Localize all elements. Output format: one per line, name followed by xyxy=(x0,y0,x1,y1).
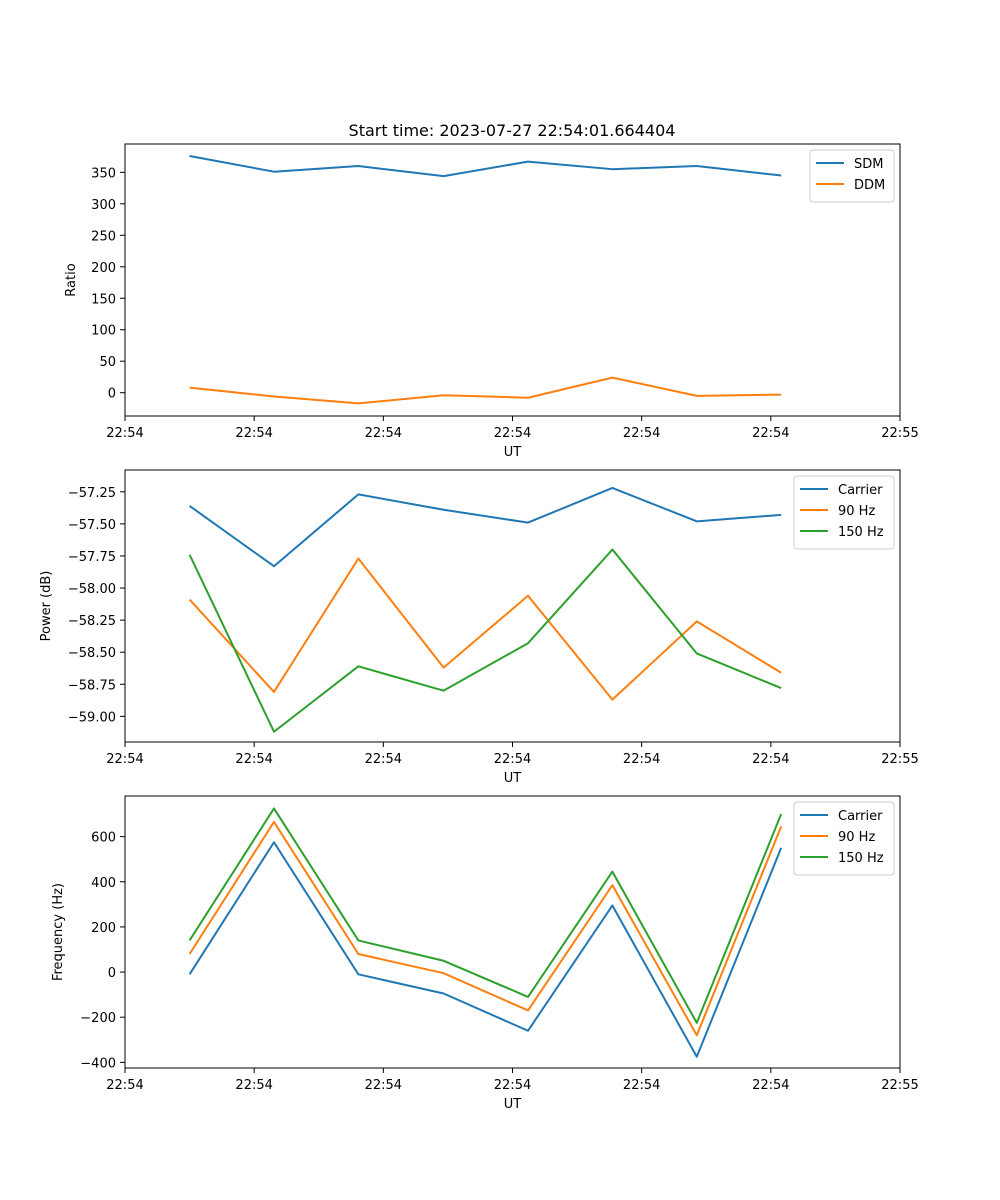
chart-3-y-tick-label: 0 xyxy=(108,966,116,981)
chart-3-x-tick-label: 22:54 xyxy=(752,1078,789,1093)
chart-3-legend-label: 90 Hz xyxy=(838,830,875,845)
chart-2-x-axis-label: UT xyxy=(504,771,522,786)
chart-3-axes-frame xyxy=(124,795,901,1069)
chart-1-y-tick-label: 150 xyxy=(91,292,116,307)
chart-3-y-axis-label: Frequency (Hz) xyxy=(51,883,66,981)
chart-1-legend: SDM DDM xyxy=(809,149,895,203)
chart-1-x-tick-label: 22:54 xyxy=(752,426,789,441)
chart-1: 22:54 22:54 22:54 22:54 22:54 22:54 22:55 0 50 10… xyxy=(64,143,919,460)
chart-1-legend-label: DDM xyxy=(854,178,885,193)
chart-3-x-tick-label: 22:54 xyxy=(235,1078,272,1093)
chart-1-series-sdm xyxy=(189,154,782,178)
chart-2-y-axis-label: Power (dB) xyxy=(39,571,54,642)
chart-2-series-carrier xyxy=(188,486,782,568)
chart-2-x-tick-label: 22:54 xyxy=(365,752,402,767)
chart-1-y-tick-label: 350 xyxy=(91,166,116,181)
chart-1-y-tick-label: 200 xyxy=(91,261,116,276)
chart-2-x-tick-label: 22:54 xyxy=(106,752,143,767)
chart-2-axes-frame xyxy=(124,469,901,743)
chart-2-y-tick-label: −59.00 xyxy=(68,710,116,725)
chart-3-legend: Carrier 90 Hz 150 Hz xyxy=(793,801,895,876)
chart-1-axes-frame xyxy=(124,143,901,417)
chart-3-x-tick-label: 22:54 xyxy=(494,1078,531,1093)
chart-1-y-axis-label: Ratio xyxy=(64,263,79,296)
chart-3-y-tick-label: 200 xyxy=(91,921,116,936)
chart-3-y-tick-label: 600 xyxy=(91,831,116,846)
chart-3-x-tick-label: 22:54 xyxy=(623,1078,660,1093)
chart-3-y-tick-label: −200 xyxy=(80,1011,116,1026)
chart-3-x-tick-label: 22:54 xyxy=(106,1078,143,1093)
chart-3-y-tick-label: −400 xyxy=(80,1056,116,1071)
chart-3: 22:54 22:54 22:54 22:54 22:54 22:54 22:55 −400 −… xyxy=(51,795,919,1112)
chart-2-x-tick-label: 22:54 xyxy=(623,752,660,767)
chart-2-series-90-hz xyxy=(188,557,782,701)
chart-3-x-tick-label: 22:54 xyxy=(365,1078,402,1093)
chart-1-y-tick-label: 50 xyxy=(99,355,116,370)
chart-1-series-ddm xyxy=(189,376,782,405)
chart-1-y-tick-label: 100 xyxy=(91,324,116,339)
chart-3-legend-label: 150 Hz xyxy=(838,851,884,866)
chart-2-y-tick-label: −57.25 xyxy=(68,486,116,501)
figure-title: Start time: 2023-07-27 22:54:01.664404 xyxy=(349,121,676,140)
chart-2-legend-label: 90 Hz xyxy=(838,504,875,519)
chart-3-x-axis-label: UT xyxy=(504,1097,522,1112)
chart-2-series-150-hz xyxy=(188,548,782,733)
chart-2-y-tick-label: −57.50 xyxy=(68,518,116,533)
chart-2-legend-label: Carrier xyxy=(838,483,883,498)
chart-2-y-tick-label: −58.50 xyxy=(68,646,116,661)
chart-2-y-tick-label: −58.00 xyxy=(68,582,116,597)
chart-2-x-tick-label: 22:55 xyxy=(881,752,918,767)
chart-3-series-90-hz xyxy=(188,820,783,1037)
chart-3-series-carrier xyxy=(188,841,783,1058)
chart-1-y-tick-label: 250 xyxy=(91,229,116,244)
chart-3-x-tick-label: 22:55 xyxy=(881,1078,918,1093)
chart-1-legend-label: SDM xyxy=(854,157,883,172)
chart-2-y-tick-label: −58.75 xyxy=(68,678,116,693)
chart-1-x-tick-label: 22:54 xyxy=(235,426,272,441)
chart-2-legend-label: 150 Hz xyxy=(838,525,884,540)
chart-3-series-150-hz xyxy=(188,807,783,1024)
chart-2-x-tick-label: 22:54 xyxy=(752,752,789,767)
chart-1-x-axis-label: UT xyxy=(504,445,522,460)
chart-2-y-tick-label: −58.25 xyxy=(68,614,116,629)
chart-2-legend: Carrier 90 Hz 150 Hz xyxy=(793,475,895,550)
chart-1-x-tick-label: 22:54 xyxy=(494,426,531,441)
chart-1-x-tick-label: 22:54 xyxy=(623,426,660,441)
chart-2-x-tick-label: 22:54 xyxy=(235,752,272,767)
chart-1-y-tick-label: 300 xyxy=(91,198,116,213)
chart-3-y-tick-label: 400 xyxy=(91,876,116,891)
chart-2-y-tick-label: −57.75 xyxy=(68,550,116,565)
chart-2: 22:54 22:54 22:54 22:54 22:54 22:54 22:55 −59.0… xyxy=(39,469,919,786)
chart-1-x-tick-label: 22:55 xyxy=(881,426,918,441)
chart-1-x-tick-label: 22:54 xyxy=(365,426,402,441)
chart-1-x-tick-label: 22:54 xyxy=(106,426,143,441)
chart-3-legend-label: Carrier xyxy=(838,809,883,824)
chart-1-y-tick-label: 0 xyxy=(108,387,116,402)
chart-2-x-tick-label: 22:54 xyxy=(494,752,531,767)
